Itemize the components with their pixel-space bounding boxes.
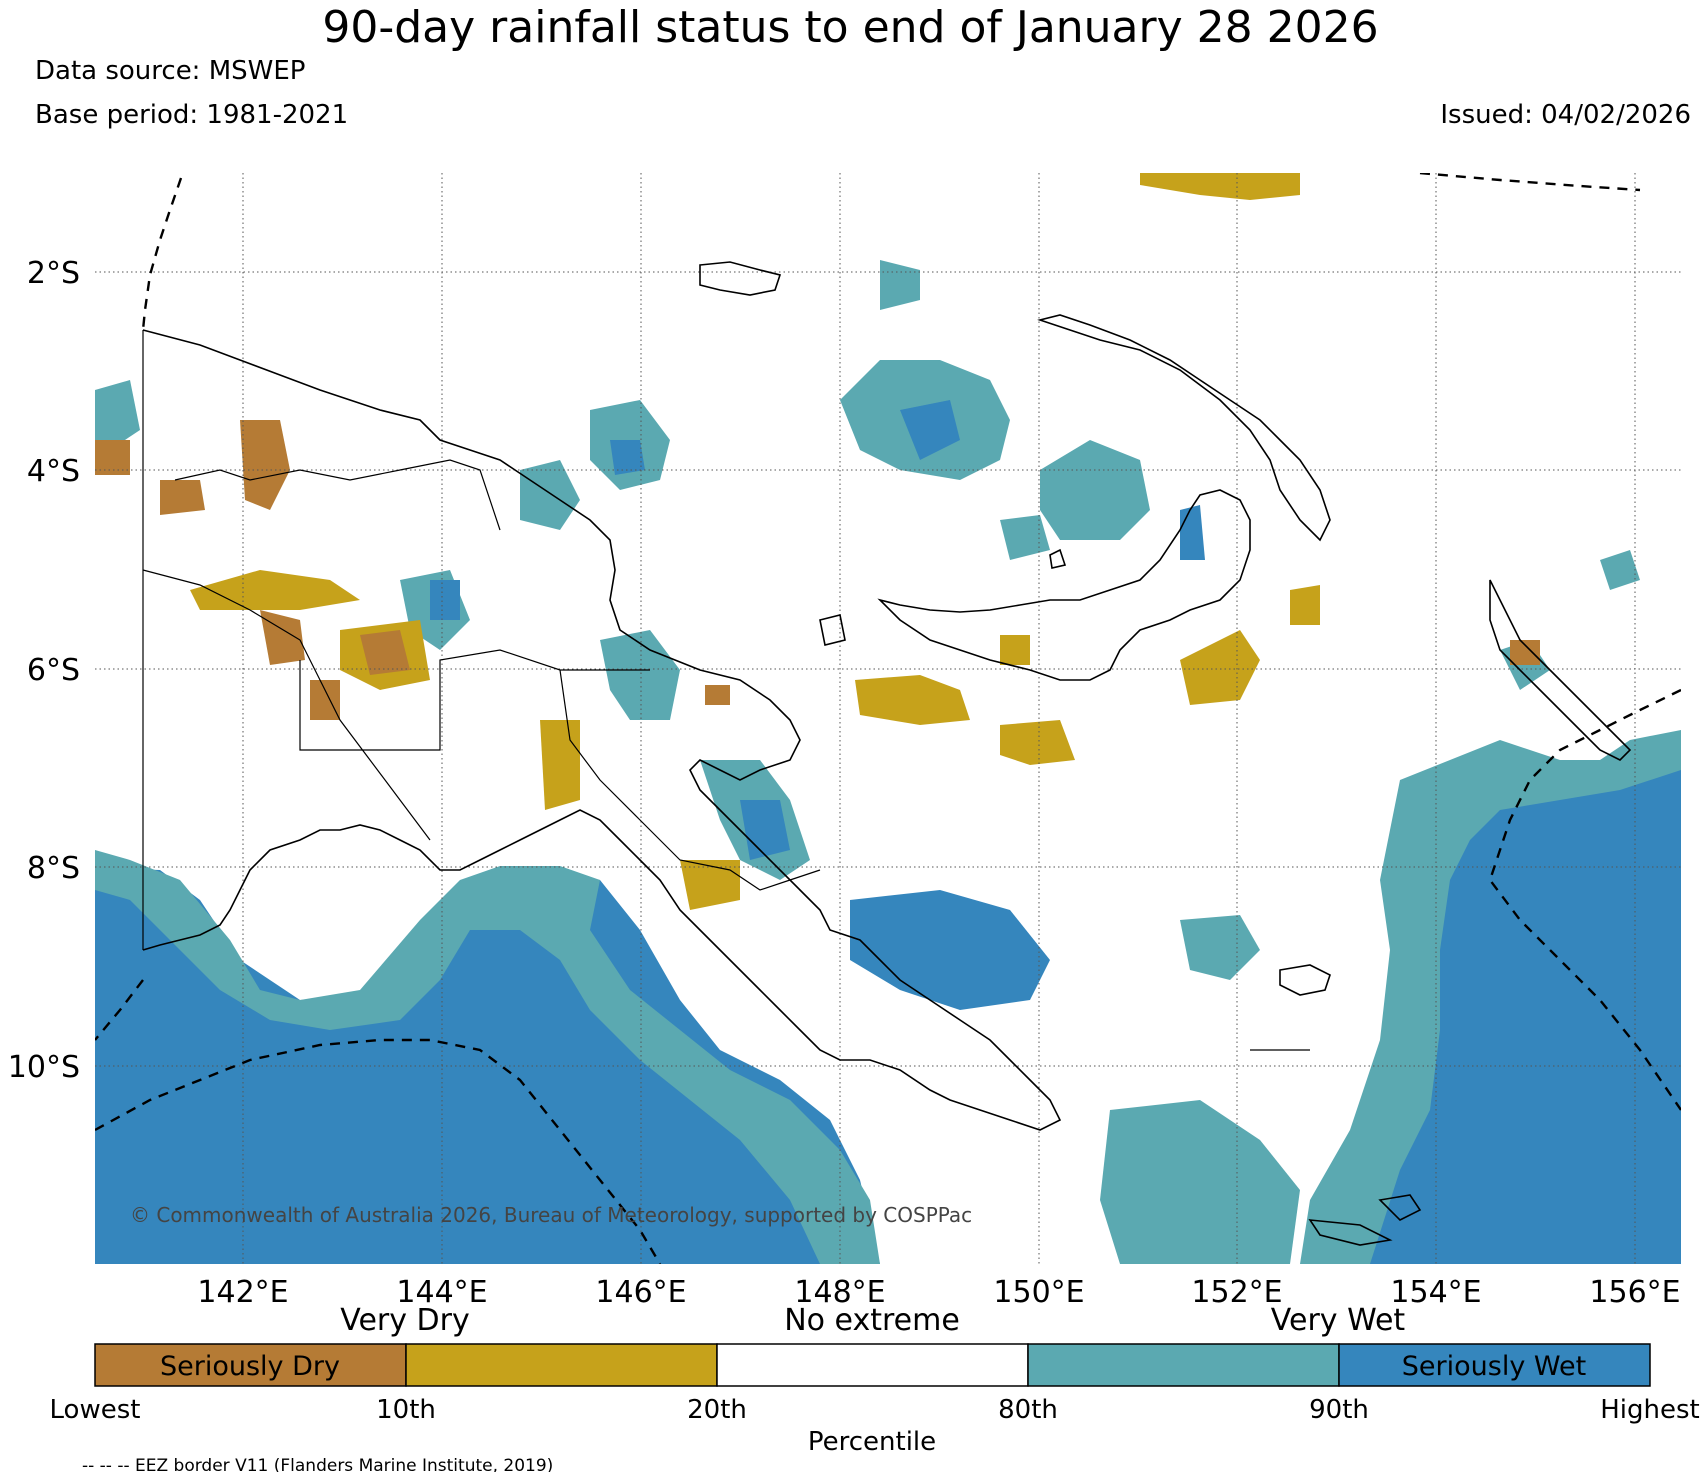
lon-label: 144°E [396, 1275, 487, 1310]
legend-ticks: Lowest 10th 20th 80th 90th Highest Perce… [50, 1395, 1700, 1457]
lat-label: 4°S [27, 454, 80, 489]
lon-label: 142°E [197, 1275, 288, 1310]
lon-label: 146°E [595, 1275, 686, 1310]
eez-borders [95, 173, 1681, 1264]
legend-category: Very Wet [1271, 1303, 1406, 1338]
legend-categories: Very Dry No extreme Very Wet [340, 1303, 1405, 1338]
map-title: 90-day rainfall status to end of January… [322, 2, 1379, 53]
legend-xlabel: Percentile [808, 1427, 936, 1457]
legend-tick: Lowest [50, 1395, 141, 1425]
legend-box-seriously-wet [1338, 1343, 1651, 1387]
very-wet-regions [95, 260, 1681, 1264]
legend-tick: 20th [687, 1395, 747, 1425]
legend-label-seriously-wet: Seriously Wet [1402, 1351, 1586, 1382]
borders [142, 330, 1310, 1051]
longitude-labels: 142°E 144°E 146°E 148°E 150°E 152°E 154°… [197, 1275, 1680, 1310]
lat-label: 6°S [27, 653, 80, 688]
legend-box-no-extreme [716, 1343, 1029, 1387]
legend-tick: 90th [1309, 1395, 1369, 1425]
lat-label: 2°S [27, 256, 80, 291]
base-period-label: Base period: 1981-2021 [35, 100, 349, 130]
copyright-notice: © Commonwealth of Australia 2026, Bureau… [130, 1203, 972, 1227]
legend-colorbar: Seriously Dry Seriously Wet [94, 1343, 1651, 1387]
legend-category: No extreme [784, 1303, 960, 1338]
lat-label: 10°S [8, 1050, 80, 1085]
map-panel: © Commonwealth of Australia 2026, Bureau… [95, 173, 1681, 1264]
data-source-label: Data source: MSWEP [35, 56, 306, 86]
latitude-labels: 2°S 4°S 6°S 8°S 10°S [8, 256, 80, 1085]
issued-date-label: Issued: 04/02/2026 [1440, 100, 1691, 130]
legend-tick: 10th [376, 1395, 436, 1425]
legend-tick: 80th [998, 1395, 1058, 1425]
legend-category: Very Dry [340, 1303, 469, 1338]
coastlines [142, 261, 1632, 1246]
lat-label: 8°S [27, 851, 80, 886]
legend-box-very-dry [405, 1343, 718, 1387]
eez-footer-note: -- -- -- EEZ border V11 (Flanders Marine… [82, 1456, 553, 1472]
lon-label: 154°E [1390, 1275, 1481, 1310]
seriously-wet-patches [430, 400, 1205, 860]
lon-label: 156°E [1589, 1275, 1680, 1310]
legend-tick: Highest [1600, 1395, 1700, 1425]
legend-box-very-wet [1027, 1343, 1340, 1387]
lon-label: 152°E [1191, 1275, 1282, 1310]
very-dry-regions [190, 173, 1320, 910]
lon-label: 148°E [794, 1275, 885, 1310]
lon-label: 150°E [993, 1275, 1084, 1310]
seriously-dry-regions [95, 420, 1540, 720]
legend-label-seriously-dry: Seriously Dry [160, 1351, 340, 1382]
